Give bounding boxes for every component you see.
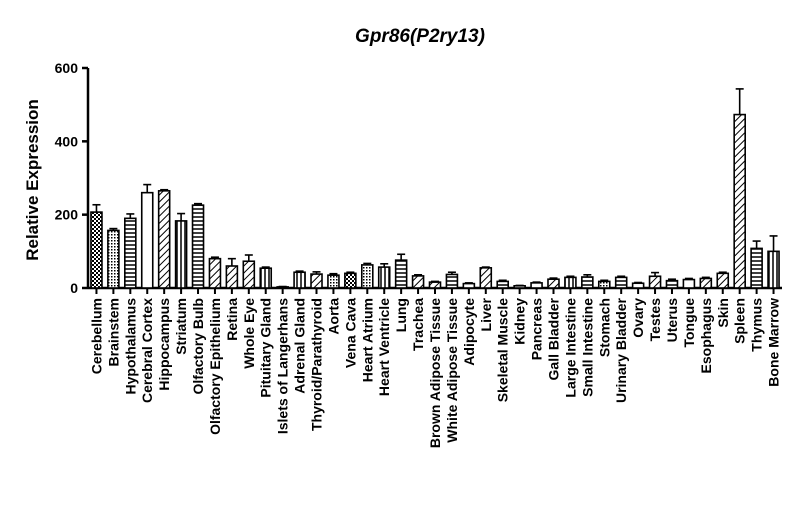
x-tick-label: Skeletal Muscle (495, 298, 511, 402)
bar (614, 276, 628, 289)
bar (411, 275, 425, 289)
bar (174, 220, 188, 289)
bar (665, 279, 679, 289)
x-tick-label: Skin (715, 298, 731, 328)
bar (716, 272, 730, 289)
bar (462, 282, 476, 289)
bar (377, 266, 391, 289)
x-tick-label: Pancreas (529, 298, 545, 360)
bar (157, 190, 171, 289)
x-tick-label: Small Intestine (579, 298, 595, 397)
x-tick-label: Aorta (325, 298, 341, 335)
bar (496, 280, 510, 289)
bar (394, 259, 408, 289)
x-tick-label: Ovary (630, 298, 646, 338)
bar (90, 211, 103, 289)
x-tick-label: Hippocampus (156, 298, 172, 391)
x-tick-label: Liver (478, 297, 494, 331)
bar (107, 229, 120, 289)
x-tick-label: Olfactory Epithelium (207, 298, 223, 435)
bar (547, 278, 560, 289)
x-tick-label: Large Intestine (562, 298, 578, 398)
bars (90, 88, 780, 294)
bar (564, 276, 577, 289)
bar (293, 271, 306, 289)
bar (479, 267, 493, 289)
x-tick-label: Whole Eye (241, 298, 257, 369)
bar (733, 113, 746, 289)
bar (631, 282, 645, 289)
x-tick-label: Islets of Langerhans (275, 298, 291, 434)
bar (344, 272, 357, 289)
bar (191, 204, 205, 289)
y-tick-label: 600 (55, 60, 79, 76)
x-tick-label: Cerebellum (88, 298, 104, 374)
x-tick-label: Thymus (749, 298, 765, 352)
x-tick-label: Hypothalamus (122, 298, 138, 395)
x-tick-label: Uterus (664, 298, 680, 343)
bar (208, 257, 222, 289)
x-tick-label: Tongue (681, 298, 697, 348)
bar (767, 250, 780, 289)
bar (259, 267, 273, 289)
y-tick-label: 200 (55, 207, 79, 223)
bar (428, 281, 442, 289)
bar (225, 265, 239, 289)
x-tick-label: Pituitary Gland (258, 298, 274, 398)
y-axis-label: Relative Expression (23, 99, 42, 261)
x-tick-label: Adrenal Gland (292, 298, 308, 394)
x-tick-label: Retina (224, 298, 240, 341)
x-tick-label: Brown Adipose Tissue (427, 298, 443, 448)
x-tick-label: White Adipose Tissue (444, 298, 460, 443)
bar (124, 217, 137, 289)
x-tick-label: Testes (647, 298, 663, 342)
bar (310, 273, 323, 289)
bar (242, 260, 256, 289)
bar (140, 191, 154, 289)
bar (750, 247, 763, 289)
x-tick-label: Adipocyte (461, 298, 477, 366)
x-tick-label: Heart Ventricle (376, 298, 392, 396)
x-tick-label: Urinary Bladder (613, 297, 629, 403)
bar (597, 280, 611, 289)
x-tick-label: Heart Atrium (359, 298, 375, 382)
x-tick-label: Stomach (596, 298, 612, 357)
x-axis-labels: Cerebellum Brainstem Hypothalamus Cerebral … (88, 297, 781, 448)
bar (445, 273, 459, 289)
bar (682, 278, 696, 289)
x-tick-label: Brainstem (105, 298, 121, 366)
bar (360, 264, 374, 289)
x-tick-label: Kidney (512, 298, 528, 345)
x-tick-label: Olfactory Bulb (190, 298, 206, 394)
x-tick-label: Lung (393, 298, 409, 332)
y-tick-label: 400 (55, 133, 79, 149)
y-tick-label: 0 (70, 280, 78, 296)
x-tick-label: Vena Cava (342, 298, 358, 368)
x-tick-label: Thyroid/Parathyroid (309, 298, 325, 431)
x-tick-label: Spleen (732, 298, 748, 344)
bar (327, 274, 340, 289)
chart-title: Gpr86(P2ry13) (355, 26, 485, 47)
x-tick-label: Striatum (173, 298, 189, 355)
x-tick-label: Trachea (410, 298, 426, 351)
bar (581, 276, 594, 289)
x-tick-label: Gall Bladder (545, 297, 561, 380)
x-tick-label: Bone Marrow (766, 298, 782, 387)
bar (699, 277, 713, 289)
bar (648, 275, 662, 289)
x-tick-label: Esophagus (698, 298, 714, 374)
x-tick-label: Cerebral Cortex (139, 298, 155, 403)
bar (530, 282, 543, 289)
